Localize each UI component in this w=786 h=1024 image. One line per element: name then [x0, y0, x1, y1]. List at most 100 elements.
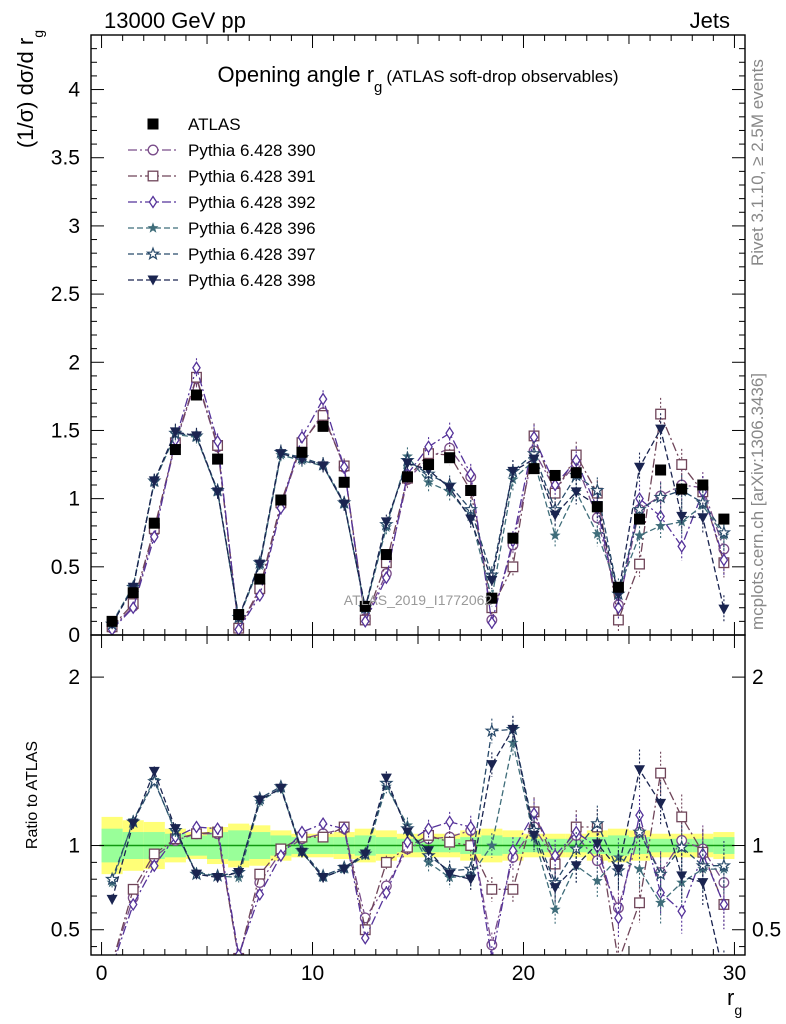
series-line-p398 — [111, 427, 725, 625]
data-point — [213, 434, 222, 449]
main-plot — [104, 358, 732, 635]
data-point — [655, 464, 667, 476]
ratio-point — [317, 873, 329, 884]
ratio-series-p392 — [115, 795, 729, 955]
ratio-point — [169, 824, 181, 835]
data-point — [106, 615, 118, 627]
ratio-point — [697, 878, 709, 889]
ratio-point — [423, 846, 435, 857]
ratio-tick-label-right: 1 — [752, 835, 764, 858]
ratio-point — [254, 868, 266, 880]
ratio-point — [655, 798, 667, 809]
data-point — [695, 495, 710, 509]
lower-frame — [90, 634, 746, 956]
ratio-point — [614, 957, 624, 967]
data-point — [338, 499, 350, 510]
ratio-point — [338, 864, 350, 875]
data-point — [318, 392, 328, 406]
y-tick-label: 4 — [68, 79, 80, 102]
ratio-point — [444, 869, 456, 880]
data-point — [571, 453, 581, 468]
ratio-point — [674, 839, 689, 854]
data-point — [634, 513, 646, 525]
ratio-point — [423, 856, 435, 868]
data-point — [212, 487, 224, 498]
legend-marker — [148, 195, 158, 209]
ratio-point — [254, 795, 266, 806]
y-tick-label: 1.5 — [51, 419, 80, 442]
x-tick-label: 10 — [301, 962, 324, 985]
ratio-point — [614, 911, 623, 925]
ratio-line-p391 — [113, 770, 725, 955]
data-point — [339, 460, 349, 474]
data-point — [149, 530, 159, 544]
ratio-point — [107, 959, 117, 969]
ratio-point — [106, 894, 118, 905]
data-point — [192, 361, 201, 375]
ratio-point — [719, 897, 729, 912]
ratio-point — [676, 811, 688, 823]
data-point — [317, 410, 329, 421]
legend-label: Pythia 6.428 397 — [188, 245, 316, 264]
legend-label: Pythia 6.428 390 — [188, 141, 316, 160]
data-point — [212, 453, 224, 465]
series-p392 — [107, 358, 729, 635]
data-point — [718, 513, 730, 525]
ratio-point — [508, 843, 518, 858]
ratio-point — [632, 824, 647, 839]
ratio-point — [147, 773, 162, 788]
data-point — [676, 511, 688, 522]
ratio-point — [634, 765, 646, 776]
ratio-point — [529, 806, 539, 821]
data-point — [338, 476, 350, 488]
ratio-point — [317, 831, 329, 843]
data-point — [380, 517, 392, 528]
data-point — [297, 430, 307, 444]
x-axis-label-sub: g — [734, 1002, 742, 1018]
legend-marker — [147, 170, 159, 182]
chart-title-note: (ATLAS soft-drop observables) — [386, 67, 618, 86]
data-point — [487, 616, 497, 630]
data-point — [486, 592, 498, 604]
data-point — [507, 473, 519, 485]
y-tick-label: 2 — [68, 351, 80, 374]
ratio-point — [128, 897, 138, 912]
legend-item-p392: Pythia 6.428 392 — [128, 193, 316, 212]
ratio-point — [570, 861, 582, 872]
ratio-point — [104, 871, 120, 886]
ratio-point — [318, 816, 328, 831]
ratio-point — [148, 766, 160, 777]
ratio-point — [149, 859, 159, 873]
ratio-point — [677, 904, 687, 918]
ratio-point — [716, 858, 732, 872]
ratio-point — [507, 737, 519, 748]
legend-label: Pythia 6.428 392 — [188, 193, 316, 212]
ratio-tick-label-right: 0.5 — [752, 919, 781, 942]
legend-item-p396: Pythia 6.428 396 — [128, 219, 316, 238]
ratio-point — [466, 820, 476, 834]
data-point — [233, 609, 245, 621]
data-point — [401, 471, 413, 483]
data-point — [190, 389, 202, 401]
legend-marker — [145, 246, 161, 261]
ratio-point — [507, 724, 519, 735]
ratio-point — [634, 863, 645, 874]
legend-item-p391: Pythia 6.428 391 — [128, 167, 316, 186]
data-point — [507, 532, 519, 544]
ratio-point — [465, 840, 477, 851]
data-point — [254, 559, 266, 570]
y-axis-label-sub: g — [30, 30, 46, 38]
legend-label: Pythia 6.428 398 — [188, 271, 316, 290]
legend-label: ATLAS — [188, 115, 241, 134]
ratio-point — [591, 839, 603, 850]
watermark: ATLAS_2019_I1772062 — [344, 592, 493, 608]
legend-marker — [147, 144, 159, 156]
data-point — [255, 588, 265, 603]
data-point — [549, 510, 561, 521]
ratio-point — [296, 847, 308, 858]
series-atlas — [106, 389, 730, 627]
ratio-point — [549, 903, 561, 915]
ratio-point — [635, 808, 644, 822]
ratio-line-p398 — [111, 727, 720, 955]
data-point — [423, 459, 435, 471]
